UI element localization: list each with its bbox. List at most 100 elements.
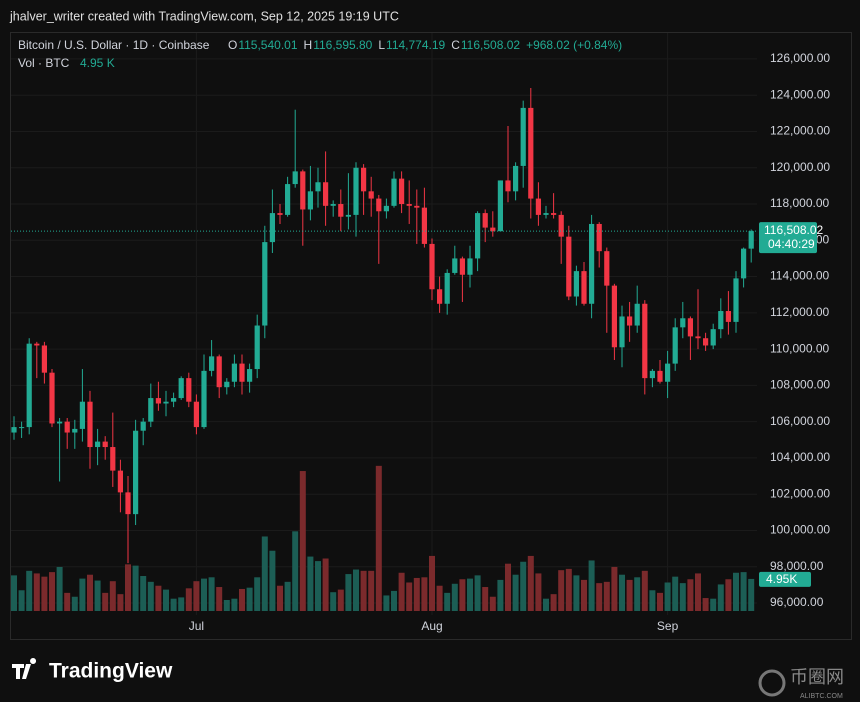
- volume-bar: [413, 577, 420, 611]
- legend: Bitcoin / U.S. Dollar · 1D · Coinbase Vo…: [18, 38, 622, 70]
- volume-bar: [71, 596, 78, 611]
- volume-bar: [596, 583, 603, 611]
- volume-bar: [451, 583, 458, 611]
- volume-bar: [695, 573, 701, 611]
- volume-bar: [527, 555, 534, 611]
- volume-bar: [436, 585, 443, 611]
- candle-body: [224, 381, 230, 388]
- volume-bar: [679, 583, 686, 611]
- volume-bar: [406, 582, 413, 611]
- volume-bar: [33, 573, 40, 611]
- candle-body: [687, 318, 693, 337]
- volume-bar: [657, 592, 663, 611]
- volume-bar: [223, 599, 230, 611]
- candle-body: [634, 303, 640, 326]
- volume-bar: [132, 565, 139, 611]
- volume-bar: [497, 579, 504, 611]
- volume-bar: [459, 579, 466, 611]
- volume-bar: [239, 588, 245, 611]
- legend-c-key: C: [451, 38, 460, 52]
- volume-bar: [254, 577, 261, 611]
- candle-body: [573, 271, 579, 297]
- candle-body: [26, 343, 32, 428]
- candle-body: [710, 329, 716, 346]
- candle-body: [566, 236, 572, 297]
- header: jhalver_writer created with TradingView.…: [9, 9, 399, 23]
- y-tick-label: 112,000.00: [770, 305, 829, 319]
- candle-body: [437, 289, 443, 304]
- candle-body: [649, 370, 655, 379]
- volume-bar: [64, 592, 71, 611]
- volume-bar: [216, 587, 223, 611]
- candle-body: [505, 180, 511, 192]
- candle-body: [117, 470, 123, 493]
- y-tick-label: 114,000.00: [770, 269, 829, 283]
- volume-bar: [163, 589, 169, 611]
- volume-bar: [710, 598, 717, 611]
- volume-bar: [140, 576, 147, 611]
- y-tick-label: 104,000.00: [770, 450, 830, 464]
- candle-body: [589, 223, 595, 304]
- volume-bar: [117, 594, 124, 611]
- legend-change: +968.02 (+0.84%): [526, 38, 622, 52]
- volume-bar: [619, 574, 625, 611]
- candle-body: [87, 401, 93, 448]
- volume-bar: [18, 590, 25, 611]
- countdown-label: 04:40:29: [768, 237, 815, 251]
- volume-bar: [193, 581, 200, 611]
- y-tick-label: 122,000.00: [770, 124, 830, 138]
- candle-body: [528, 107, 534, 199]
- candle-body: [239, 363, 245, 382]
- volume-bar: [649, 590, 656, 611]
- volume-bar: [550, 594, 557, 611]
- volume-bar: [641, 570, 648, 611]
- candle-body: [277, 213, 283, 215]
- volume-bar: [383, 595, 390, 611]
- candle-body: [497, 180, 503, 232]
- volume-bar: [208, 577, 215, 611]
- y-tick-label: 126,000.00: [770, 51, 830, 65]
- candle-body: [619, 316, 625, 348]
- candle-body: [79, 401, 85, 429]
- candle-body: [558, 214, 564, 237]
- volume-bar: [49, 572, 55, 611]
- volume-bar: [581, 579, 587, 611]
- volume-bar: [261, 536, 268, 611]
- volume-bar: [588, 560, 595, 611]
- candle-body: [421, 207, 427, 244]
- volume-bar: [664, 582, 671, 611]
- volume-bar: [345, 574, 352, 611]
- volume-bar: [231, 598, 238, 611]
- legend-symbol: Bitcoin / U.S. Dollar · 1D · Coinbase: [18, 38, 210, 52]
- watermark-name: 币圈网: [790, 667, 844, 687]
- candle-body: [315, 182, 321, 192]
- candle-body: [657, 370, 663, 382]
- volume-bar: [444, 592, 451, 611]
- candle-body: [262, 242, 268, 326]
- candle-body: [725, 311, 731, 322]
- legend-l-key: L: [378, 38, 385, 52]
- candle-body: [19, 427, 25, 429]
- candle-body: [307, 191, 313, 210]
- volume-bar: [11, 575, 17, 611]
- legend-vol-key: Vol · BTC: [18, 56, 70, 70]
- candle-body: [209, 356, 215, 371]
- volume-bar: [360, 570, 367, 611]
- y-tick-label: 98,000.00: [770, 559, 824, 573]
- y-tick-label: 120,000.00: [770, 160, 830, 174]
- volume-bar: [102, 592, 109, 611]
- volume-bar: [79, 578, 86, 611]
- candle-body: [155, 398, 161, 404]
- panel-border: [10, 32, 852, 640]
- candle-body: [34, 343, 40, 346]
- y-tick-label: 100,000.00: [770, 523, 830, 537]
- candle-body: [718, 311, 724, 330]
- candle-body: [148, 398, 154, 422]
- y-tick-label: 124,000.00: [770, 87, 830, 101]
- candle-body: [269, 213, 275, 243]
- candle-body: [140, 421, 146, 431]
- volume-bar: [353, 569, 359, 611]
- candle-body: [102, 441, 108, 448]
- logo: TradingView: [12, 658, 173, 683]
- x-tick-label: Jul: [189, 619, 204, 633]
